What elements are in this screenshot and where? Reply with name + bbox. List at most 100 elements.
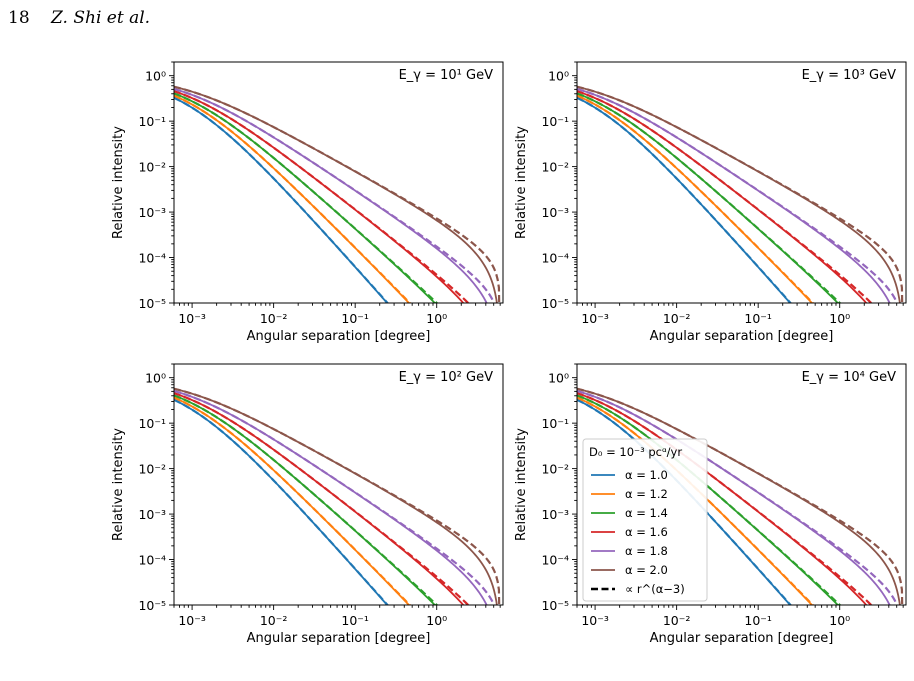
x-tick-label: 10⁻¹ <box>744 613 772 628</box>
y-tick-label: 10⁻² <box>541 160 569 175</box>
y-tick-label: 10⁻¹ <box>541 114 569 129</box>
y-tick-label: 10⁻¹ <box>138 416 166 431</box>
x-tick-label: 10⁰ <box>426 311 447 326</box>
series-powerlaw-α = 1.2 <box>174 94 412 303</box>
series-line-α = 1.4 <box>174 394 437 605</box>
x-tick-label: 10⁰ <box>829 311 850 326</box>
y-tick-label: 10⁻³ <box>541 205 569 220</box>
x-tick-label: 10⁻² <box>663 613 691 628</box>
legend: D₀ = 10⁻³ pcᵅ/yr α = 1.0 α = 1.2 α = 1.4 α =… <box>582 438 708 602</box>
series-line-α = 1.8 <box>174 390 488 605</box>
y-tick-label: 10⁻³ <box>138 507 166 522</box>
series-line-α = 1.0 <box>577 96 792 303</box>
series-line-α = 1.4 <box>577 394 840 605</box>
x-axis-label: Angular separation [degree] <box>650 329 834 344</box>
x-axis-label: Angular separation [degree] <box>247 631 431 646</box>
x-tick-label: 10⁻² <box>663 311 691 326</box>
x-axis-label: Angular separation [degree] <box>650 631 834 646</box>
y-tick-label: 10⁻¹ <box>541 416 569 431</box>
y-tick-label: 10⁻² <box>138 462 166 477</box>
x-tick-label: 10⁻³ <box>178 613 206 628</box>
series-powerlaw-α = 1.8 <box>174 87 496 303</box>
series-line-α = 1.6 <box>174 90 465 303</box>
series-powerlaw-α = 2.0 <box>577 85 904 303</box>
series-line-α = 1.0 <box>577 398 792 605</box>
plot-area <box>174 387 501 605</box>
x-tick-label: 10⁻² <box>260 311 288 326</box>
y-axis-label: Relative intensity <box>111 428 126 541</box>
series-line-α = 1.6 <box>577 90 868 303</box>
chart-panel-bottom-right: 10⁻³ 10⁻² 10⁻¹ 10⁰ 10⁰ 10⁻¹ 10⁻² 10⁻³ 10⁻⁴ 10⁻⁵ An… <box>514 363 907 646</box>
legend-entry: α = 1.6 <box>625 525 668 539</box>
legend-entry: α = 1.0 <box>625 468 668 482</box>
axes-frame <box>576 61 907 304</box>
legend-entry-dashed: ∝ r^(α−3) <box>625 582 685 596</box>
series-line-α = 1.8 <box>577 390 891 605</box>
series-powerlaw-α = 1.4 <box>577 92 842 303</box>
series-line-α = 1.8 <box>577 88 891 303</box>
y-tick-label: 10⁻⁴ <box>541 251 569 266</box>
plot-area <box>577 85 904 303</box>
series-line-α = 1.6 <box>174 392 465 605</box>
y-tick-label: 10⁻¹ <box>138 114 166 129</box>
series-line-α = 1.2 <box>577 94 814 303</box>
y-tick-label: 10⁰ <box>548 69 569 84</box>
x-tick-label: 10⁻³ <box>581 311 609 326</box>
plot-area <box>577 387 904 605</box>
series-line-α = 1.6 <box>577 392 868 605</box>
axes-frame <box>173 363 504 606</box>
y-axis-label: Relative intensity <box>111 126 126 239</box>
legend-box <box>582 438 708 602</box>
y-tick-label: 10⁻⁴ <box>138 251 166 266</box>
series-line-α = 1.2 <box>174 396 411 605</box>
y-tick-label: 10⁻⁴ <box>541 553 569 568</box>
chart-panel-top-left: 10⁻³ 10⁻² 10⁻¹ 10⁰ 10⁰ 10⁻¹ 10⁻² 10⁻³ 10⁻⁴ 10⁻⁵ An… <box>111 61 504 344</box>
y-tick-label: 10⁰ <box>548 371 569 386</box>
y-axis-label: Relative intensity <box>514 126 529 239</box>
series-powerlaw-α = 1.6 <box>577 90 873 303</box>
x-tick-label: 10⁰ <box>829 613 850 628</box>
y-tick-label: 10⁻² <box>541 462 569 477</box>
series-line-α = 1.0 <box>174 96 389 303</box>
y-tick-label: 10⁻⁵ <box>138 598 166 613</box>
legend-entry: α = 2.0 <box>625 563 668 577</box>
series-powerlaw-α = 1.2 <box>577 94 815 303</box>
legend-entry: α = 1.2 <box>625 487 668 501</box>
legend-entry: α = 1.8 <box>625 544 668 558</box>
page-header: 18 Z. Shi et al. <box>8 8 150 28</box>
x-tick-label: 10⁻¹ <box>341 311 369 326</box>
y-tick-label: 10⁻⁴ <box>138 553 166 568</box>
x-tick-label: 10⁻¹ <box>341 613 369 628</box>
panel-title: E_γ = 10⁴ GeV <box>802 370 897 385</box>
y-tick-label: 10⁻² <box>138 160 166 175</box>
y-tick-label: 10⁰ <box>145 371 166 386</box>
chart-panel-top-right: 10⁻³ 10⁻² 10⁻¹ 10⁰ 10⁰ 10⁻¹ 10⁻² 10⁻³ 10⁻⁴ 10⁻⁵ An… <box>514 61 907 344</box>
legend-entry: α = 1.4 <box>625 506 668 520</box>
series-line-α = 2.0 <box>577 85 901 303</box>
series-line-α = 2.0 <box>174 85 498 303</box>
x-tick-label: 10⁻³ <box>581 613 609 628</box>
series-powerlaw-α = 1.6 <box>174 90 470 303</box>
series-powerlaw-α = 2.0 <box>174 387 501 605</box>
x-tick-label: 10⁻¹ <box>744 311 772 326</box>
y-tick-label: 10⁻³ <box>541 507 569 522</box>
panel-title: E_γ = 10² GeV <box>399 370 494 385</box>
y-tick-label: 10⁻⁵ <box>541 296 569 311</box>
legend-title: D₀ = 10⁻³ pcᵅ/yr <box>589 445 682 459</box>
running-head-authors: Z. Shi et al. <box>51 8 151 28</box>
series-powerlaw-α = 1.8 <box>577 87 899 303</box>
panel-title: E_γ = 10¹ GeV <box>399 68 494 83</box>
y-axis-label: Relative intensity <box>514 428 529 541</box>
series-line-α = 2.0 <box>577 387 901 605</box>
series-line-α = 1.4 <box>577 92 840 303</box>
y-tick-label: 10⁻⁵ <box>541 598 569 613</box>
series-line-α = 2.0 <box>174 387 498 605</box>
y-tick-label: 10⁻³ <box>138 205 166 220</box>
page-number: 18 <box>8 8 30 28</box>
series-line-α = 1.2 <box>577 396 814 605</box>
series-powerlaw-α = 1.4 <box>174 92 439 303</box>
series-powerlaw-α = 2.0 <box>174 85 501 303</box>
plot-area <box>174 85 501 303</box>
x-tick-label: 10⁰ <box>426 613 447 628</box>
